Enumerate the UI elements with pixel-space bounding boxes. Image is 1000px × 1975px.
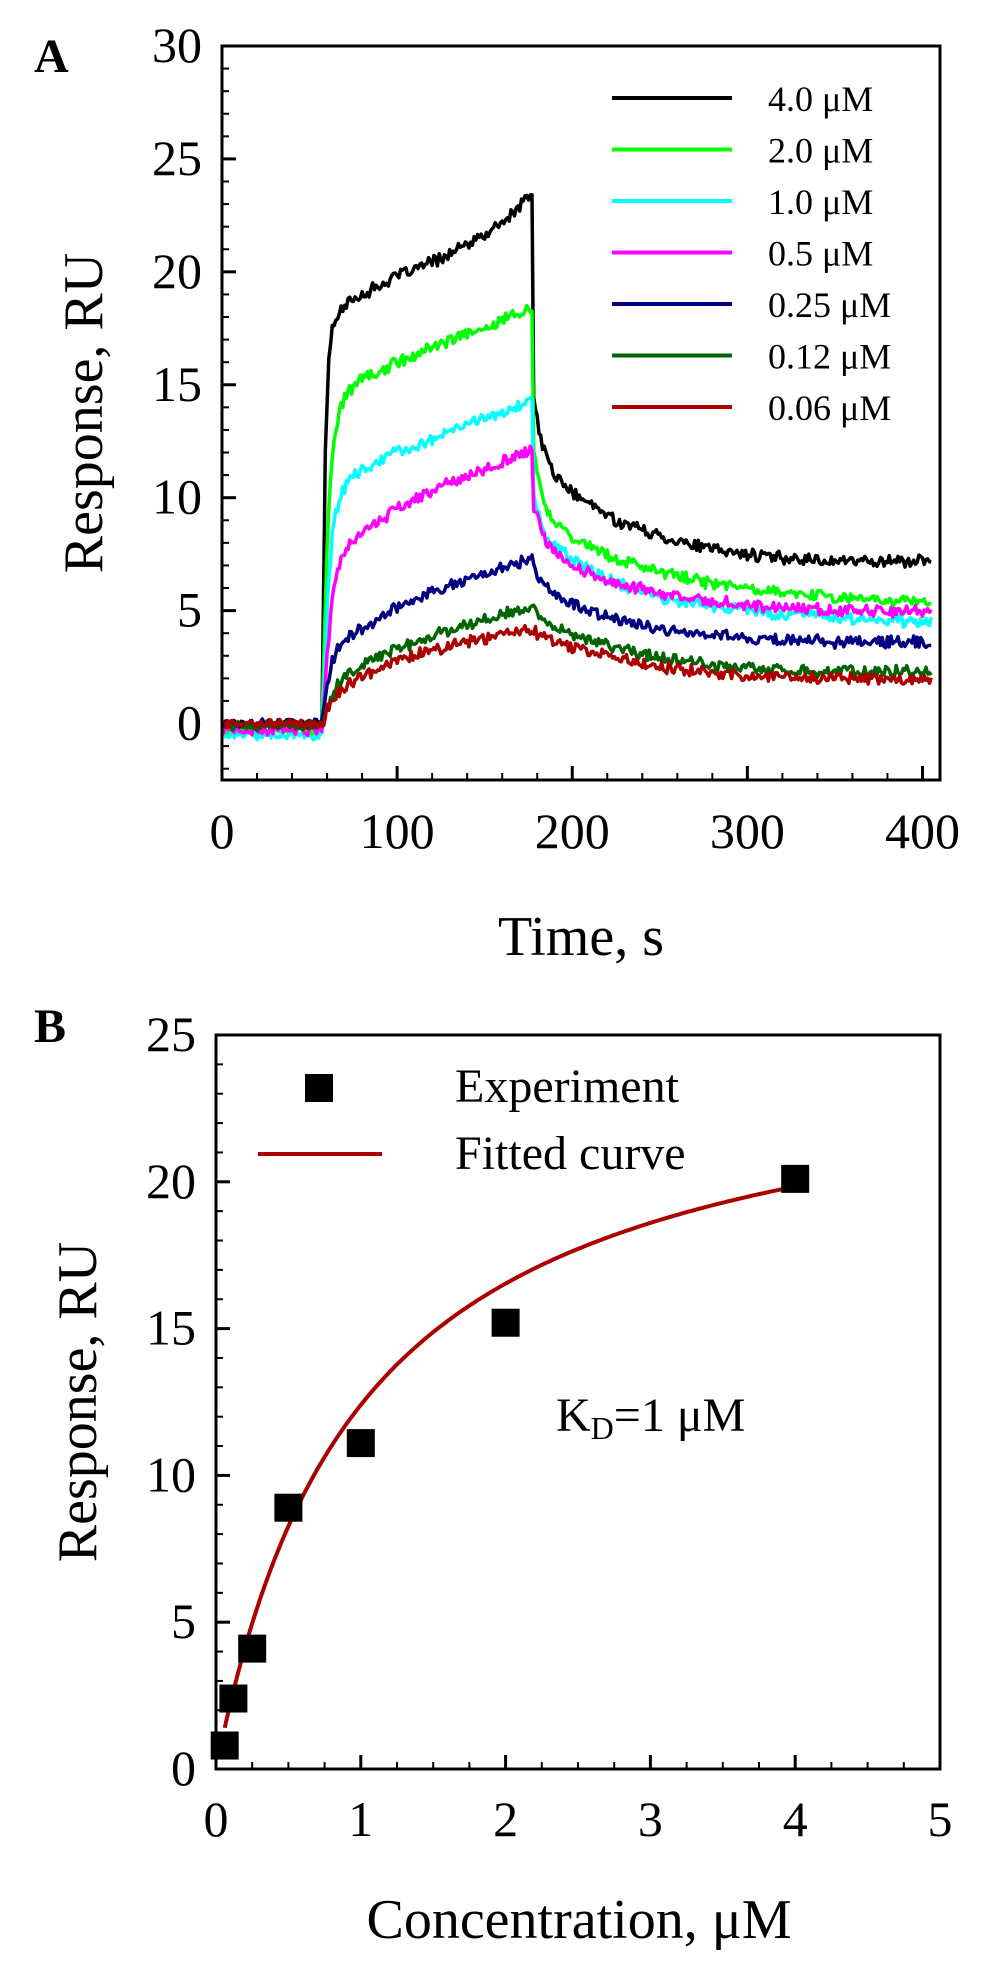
panel-a-y-axis-label: Response, RU [53,253,115,573]
panel-b: B 0 1 2 3 4 5 0 5 10 15 20 25 Experiment Fitted curv… [34,1000,953,1951]
panel-a-x-tick-label: 300 [710,803,785,859]
panel-b-y-tick-label: 5 [171,1593,196,1649]
panel-a-y-tick-label: 25 [152,130,202,186]
panel-b-experiment-point [238,1634,267,1663]
panel-a-legend-label: 2.0 μM [768,131,873,171]
panel-a-series-line [222,193,932,730]
panel-a-x-tick-label: 400 [885,803,960,859]
panel-b-y-tick-label: 20 [146,1153,196,1209]
panel-b-x-tick-label: 4 [783,1791,808,1847]
panel-a-y-tick-label: 20 [152,243,202,299]
panel-a-x-tick-label: 0 [210,803,235,859]
panel-b-x-tick-label: 0 [204,1791,229,1847]
panel-b-experiment-point [491,1308,520,1337]
panel-b-label: B [34,1000,66,1053]
panel-b-experiment-point [219,1684,248,1713]
panel-a-series-line [220,396,933,742]
panel-a-legend-label: 4.0 μM [768,79,873,119]
panel-a-x-axis-label: Time, s [498,906,664,968]
panel-a-x-tick-label: 200 [535,803,610,859]
panel-b-x-axis-label: Concentration, μM [366,1889,791,1951]
panel-b-experiment-point [781,1164,810,1193]
panel-a-series-line [220,444,933,738]
panel-b-y-tick-label: 25 [146,1006,196,1062]
panel-b-frame [214,1033,942,1771]
panel-b-fitted-curve [222,1184,796,1729]
panel-a-series-line [220,553,932,730]
panel-a-frame [220,44,942,782]
panel-b-legend-label: Fitted curve [455,1127,686,1180]
panel-a-legend-label: 0.06 μM [768,388,891,428]
panel-a-x-tick-label: 100 [360,803,435,859]
panel-b-legend-square-swatch [305,1074,333,1102]
panel-a-label: A [34,30,69,83]
panel-a-legend-label: 0.25 μM [768,285,891,325]
panel-b-x-tick-label: 3 [638,1791,663,1847]
panel-b-x-tick-label: 2 [493,1791,518,1847]
panel-a-y-tick-label: 10 [152,469,202,525]
panel-b-x-tick-label: 5 [928,1791,953,1847]
panel-b-legend-label: Experiment [455,1060,680,1113]
panel-b-experiment-point [274,1493,303,1522]
panel-a: A 0 100 200 300 400 0 5 10 15 20 25 30 4.0 μM 2.0 μM… [34,17,960,968]
kd-value: =1 μM [614,1389,745,1442]
panel-a-y-tick-label: 5 [177,582,202,638]
kd-k: K [556,1389,591,1442]
panel-b-y-axis-label: Response, RU [47,1242,109,1562]
panel-b-experiment-point [346,1429,375,1458]
panel-a-legend-label: 1.0 μM [768,182,873,222]
panel-a-legend-label: 0.5 μM [768,234,873,274]
panel-a-series-line [220,303,932,738]
panel-a-y-tick-label: 0 [177,695,202,751]
panel-b-y-tick-label: 10 [146,1446,196,1502]
panel-b-y-tick-label: 0 [171,1740,196,1796]
panel-a-y-tick-label: 15 [152,356,202,412]
kd-subscript: D [591,1410,614,1446]
panel-a-series-line [221,623,933,731]
panel-b-kd-annotation: KD=1 μM [556,1389,745,1446]
panel-b-y-tick-label: 15 [146,1300,196,1356]
panel-b-x-tick-label: 1 [348,1791,373,1847]
panel-a-y-tick-label: 30 [152,17,202,73]
panel-a-legend-label: 0.12 μM [768,337,891,377]
